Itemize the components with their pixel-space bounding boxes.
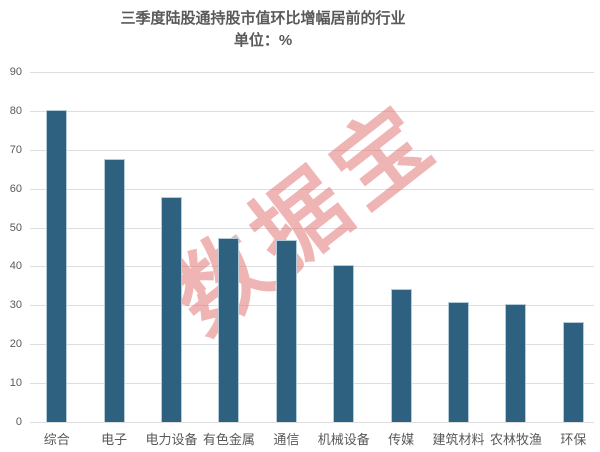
bar-综合 <box>46 109 68 422</box>
bar-column <box>258 72 315 422</box>
bar-column <box>430 72 487 422</box>
x-label-环保: 环保 <box>560 432 587 447</box>
y-tick-label-60: 60 <box>9 182 22 195</box>
x-label-机械设备: 机械设备 <box>317 432 370 447</box>
bar-通信 <box>275 240 297 422</box>
x-label-有色金属: 有色金属 <box>202 432 255 447</box>
gridline-30 <box>30 305 594 307</box>
bar-column <box>85 72 142 422</box>
y-tick-label-50: 50 <box>9 221 22 234</box>
x-label-建筑材料: 建筑材料 <box>432 432 485 447</box>
x-label-电力设备: 电力设备 <box>145 432 198 447</box>
y-tick-label-10: 10 <box>9 377 22 390</box>
bar-农林牧渔 <box>505 304 527 422</box>
plot-area <box>28 72 600 423</box>
x-label-农林牧渔: 农林牧渔 <box>489 432 542 447</box>
bar-column <box>143 72 200 422</box>
bars-layer <box>28 72 600 422</box>
y-tick-label-40: 40 <box>9 260 22 273</box>
gridline-50 <box>30 227 594 229</box>
gridline-70 <box>30 149 594 151</box>
y-tick-label-70: 70 <box>9 143 22 156</box>
chart-title: 三季度陆股通持股市值环比增幅居前的行业 <box>120 10 406 27</box>
bar-电子 <box>103 158 125 422</box>
bar-电力设备 <box>161 197 183 422</box>
y-tick-label-30: 30 <box>9 299 22 312</box>
bar-column <box>200 72 257 422</box>
gridline-90 <box>30 72 594 73</box>
x-label-综合: 综合 <box>43 432 70 447</box>
gridline-20 <box>30 344 594 346</box>
x-axis-category-labels: 综合 电子 电力设备 有色金属 通信 机械设备 传媒 建筑材料 农林牧渔 环保 <box>28 429 600 448</box>
gridline-10 <box>30 383 594 385</box>
gridline-80 <box>30 110 594 112</box>
gridline-60 <box>30 188 594 190</box>
bar-column <box>545 72 600 422</box>
x-label-通信: 通信 <box>273 432 300 447</box>
gridline-40 <box>30 266 594 268</box>
bar-column <box>28 72 85 422</box>
y-tick-label-20: 20 <box>9 338 22 351</box>
bar-column <box>487 72 544 422</box>
bar-机械设备 <box>333 265 355 422</box>
chart-subtitle: 单位：% <box>233 32 293 49</box>
bar-传媒 <box>390 288 412 422</box>
bar-column <box>372 72 429 422</box>
bar-column <box>315 72 372 422</box>
bar-环保 <box>562 321 584 422</box>
gridline-0 <box>30 422 594 423</box>
y-tick-label-90: 90 <box>9 66 22 78</box>
x-label-传媒: 传媒 <box>388 432 415 447</box>
chart-header: 三季度陆股通持股市值环比增幅居前的行业 单位：% <box>0 8 526 52</box>
bar-建筑材料 <box>448 302 470 422</box>
bar-有色金属 <box>218 238 240 422</box>
y-tick-label-0: 0 <box>15 416 22 428</box>
x-label-电子: 电子 <box>101 432 128 447</box>
y-tick-label-80: 80 <box>9 104 22 117</box>
